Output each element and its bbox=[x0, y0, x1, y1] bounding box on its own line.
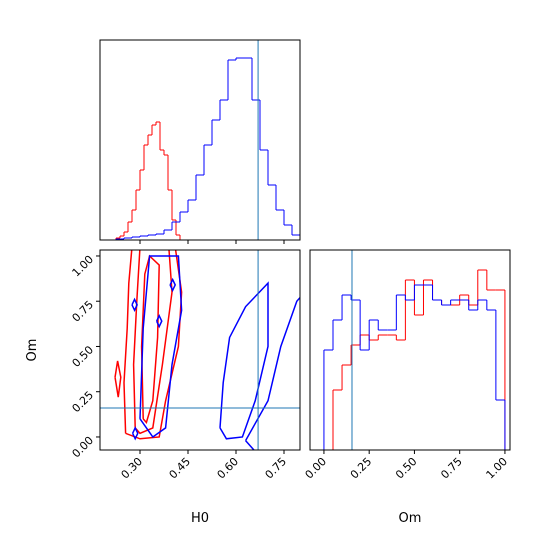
contour bbox=[140, 254, 160, 425]
contour bbox=[132, 250, 173, 435]
y-tick-label: 0.25 bbox=[70, 389, 97, 416]
x-tick-label: 1.00 bbox=[484, 455, 511, 482]
x-tick-label: 0.45 bbox=[167, 455, 194, 482]
panel-frame bbox=[99, 249, 301, 451]
x-tick-label: 0.60 bbox=[215, 455, 242, 482]
contour bbox=[139, 255, 183, 439]
x-tick-label: 0.50 bbox=[393, 455, 420, 482]
x-tick-label: 0.25 bbox=[348, 455, 375, 482]
contour bbox=[114, 360, 122, 398]
panel-frame bbox=[99, 39, 301, 241]
plot-area bbox=[323, 250, 506, 450]
x-tick-label: 0.00 bbox=[303, 455, 330, 482]
y-tick-label: 0.75 bbox=[70, 298, 97, 325]
y-tick-label: 1.00 bbox=[70, 253, 97, 280]
contour bbox=[244, 296, 300, 450]
y-axis-label: Om bbox=[25, 339, 40, 362]
x-axis-label: H0 bbox=[191, 511, 209, 526]
x-tick-label: 0.75 bbox=[438, 455, 465, 482]
x-tick-label: 0.30 bbox=[119, 455, 146, 482]
plot-area bbox=[100, 250, 300, 450]
x-axis-label: Om bbox=[399, 511, 422, 526]
y-tick-label: 0.50 bbox=[70, 343, 97, 370]
plot-area bbox=[100, 40, 300, 240]
panel-frame bbox=[309, 249, 511, 451]
contour bbox=[131, 297, 138, 313]
contour bbox=[169, 277, 177, 293]
contour bbox=[123, 250, 183, 440]
x-tick-label: 0.75 bbox=[263, 455, 290, 482]
contour bbox=[219, 281, 269, 440]
contour bbox=[131, 426, 139, 441]
contour bbox=[155, 313, 163, 329]
y-tick-label: 0.00 bbox=[70, 434, 97, 461]
